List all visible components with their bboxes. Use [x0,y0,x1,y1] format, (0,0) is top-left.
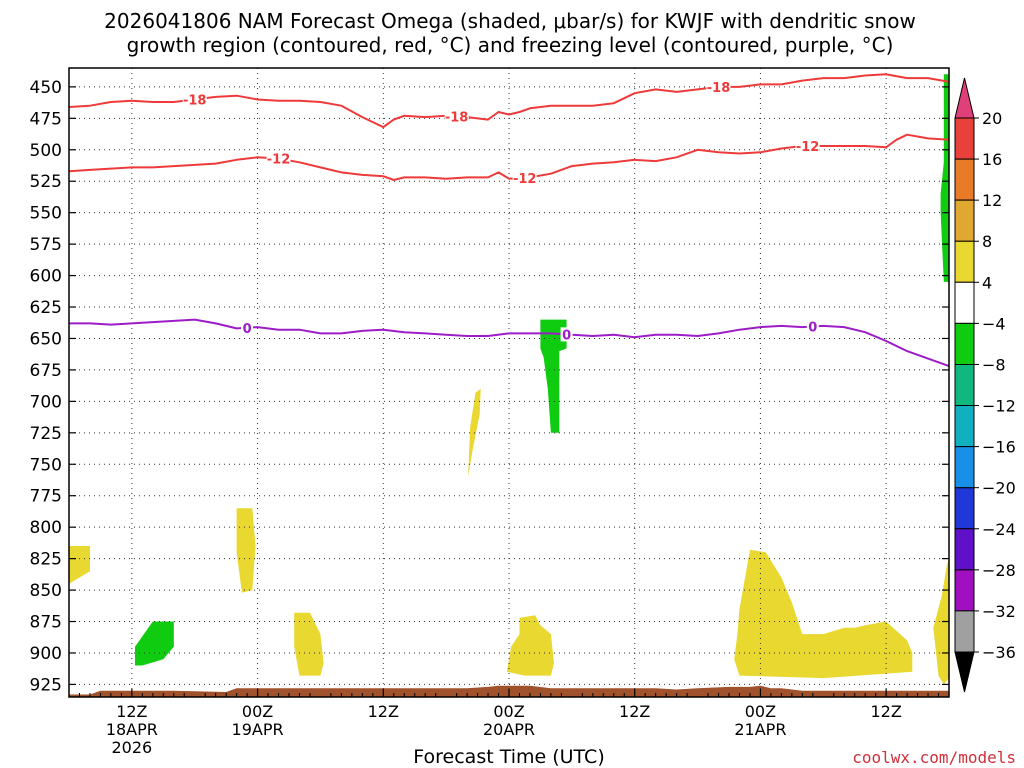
colorbar-label-7: −8 [982,355,1006,374]
y-tick-label-900: 900 [30,644,62,664]
y-tick-label-600: 600 [30,267,62,287]
colorbar-label-1: 20 [982,109,1002,128]
colorbar: 20 16 12 8 4 −4 −8 −12 −16 −20 −24 −28 −32 −36 [954,77,1016,693]
colorbar-label-11: −24 [982,520,1016,539]
colorbar-label-10: −20 [982,479,1016,498]
contour-label-12-c-isotherm-1: -12 [267,153,291,168]
x-tick-label-42-1: 00Z [493,702,524,721]
plot-area: -18 -18 -18 -12 -12 -12 0 0 0 [68,67,950,698]
x-tick-label-30-1: 12Z [368,702,399,721]
y-tick-label-750: 750 [30,455,62,475]
x-tick-label-66-1: 00Z [745,702,776,721]
omega-shaded-region-8 [135,621,174,666]
contour-label-18-c-isotherm-1: -18 [183,93,207,108]
colorbar-label-12: −28 [982,561,1016,580]
contour-label-0-c-freezing-level-3: 0 [808,321,817,336]
x-tick-label-6-2: 18APR [106,720,158,739]
y-tick-label-825: 825 [30,550,62,570]
y-tick-label-800: 800 [30,518,62,538]
y-tick-label-550: 550 [30,204,62,224]
y-tick-label-675: 675 [30,361,62,381]
chart-title-line-2: growth region (contoured, red, °C) and f… [127,33,894,57]
contour-label-0-c-freezing-level-2: 0 [562,328,571,343]
colorbar-swatch-2 [954,117,975,160]
omega-shaded-region-6 [734,549,913,679]
colorbar-label-3: 12 [982,191,1002,210]
colorbar-swatch-10 [954,446,975,489]
y-tick-label-775: 775 [30,487,62,507]
colorbar-swatch-12 [954,528,975,571]
contour-label-0-c-freezing-level-1: 0 [243,322,252,337]
colorbar-swatch-5 [954,240,975,283]
y-tick-label-925: 925 [30,675,62,695]
pressure-axis: 450 475 500 525 550 575 600 625 650 675 700 725 750 7… [30,78,949,695]
x-tick-label-78-1: 12Z [870,702,901,721]
y-tick-label-725: 725 [30,424,62,444]
contour-label-18-c-isotherm-3: -18 [707,81,731,96]
omega-shaded-region-1 [69,546,90,584]
omega-shaded-region-10 [940,74,949,282]
omega-shaded-region-5 [506,615,554,676]
colorbar-label-4: 8 [982,232,992,251]
colorbar-swatch-3 [954,158,975,201]
contour-0-c-freezing-level [69,318,949,368]
contour-label-bg [795,138,820,153]
y-tick-label-475: 475 [30,109,62,129]
colorbar-swatch-7 [954,322,975,365]
omega-shaded-region-2 [236,508,256,593]
contour-18-c-isotherm [69,73,949,129]
colorbar-swatch-9 [954,405,975,448]
x-tick-label-18-1: 00Z [242,702,273,721]
y-tick-label-500: 500 [30,141,62,161]
contour-label-18-c-isotherm-2: -18 [445,110,469,125]
colorbar-swatch-4 [954,199,975,242]
colorbar-swatch-6 [954,281,975,324]
x-tick-label-54-1: 12Z [619,702,650,721]
contour-label-bg [182,92,207,107]
credit-text: coolwx.com/models [852,748,1016,767]
contour-label-bg [266,151,291,166]
colorbar-label-8: −12 [982,397,1016,416]
x-tick-label-6-3: 2026 [111,738,152,757]
plot-frame [68,67,950,698]
colorbar-swatch-15 [954,651,975,693]
y-tick-label-575: 575 [30,235,62,255]
x-tick-label-66-2: 21APR [734,720,786,739]
omega-shaded-region-9 [540,319,567,433]
y-tick-label-850: 850 [30,581,62,601]
x-tick-label-42-2: 20APR [483,720,535,739]
y-tick-label-450: 450 [30,78,62,98]
contour-label-bg [706,79,731,94]
chart-title-line-1: 2026041806 NAM Forecast Omega (shaded, μ… [104,9,916,33]
contour-label-12-c-isotherm-3: -12 [796,140,820,155]
colorbar-label-2: 16 [982,150,1002,169]
colorbar-label-14: −36 [982,643,1016,662]
colorbar-swatch-13 [954,569,975,612]
contour-label-12-c-isotherm-2: -12 [513,172,537,187]
contour-label-bg [241,320,254,335]
colorbar-label-13: −32 [982,602,1016,621]
omega-shaded-region-3 [294,612,324,676]
y-tick-label-650: 650 [30,329,62,349]
colorbar-swatch-1 [954,77,975,119]
colorbar-label-6: −4 [982,314,1006,333]
x-axis-label: Forecast Time (UTC) [413,746,604,768]
y-tick-label-625: 625 [30,298,62,318]
colorbar-swatch-14 [954,610,975,653]
x-tick-label-18-2: 19APR [232,720,284,739]
colorbar-label-9: −16 [982,438,1016,457]
contour-label-bg [806,319,819,334]
contour-label-bg [444,109,469,124]
x-tick-label-6-1: 12Z [116,702,147,721]
contour-label-bg [512,170,537,185]
colorbar-swatch-8 [954,363,975,407]
contour-label-bg [560,327,573,342]
y-tick-label-875: 875 [30,613,62,633]
colorbar-label-5: 4 [982,273,992,292]
y-tick-label-700: 700 [30,392,62,412]
y-tick-label-525: 525 [30,172,62,192]
colorbar-swatch-11 [954,487,975,530]
